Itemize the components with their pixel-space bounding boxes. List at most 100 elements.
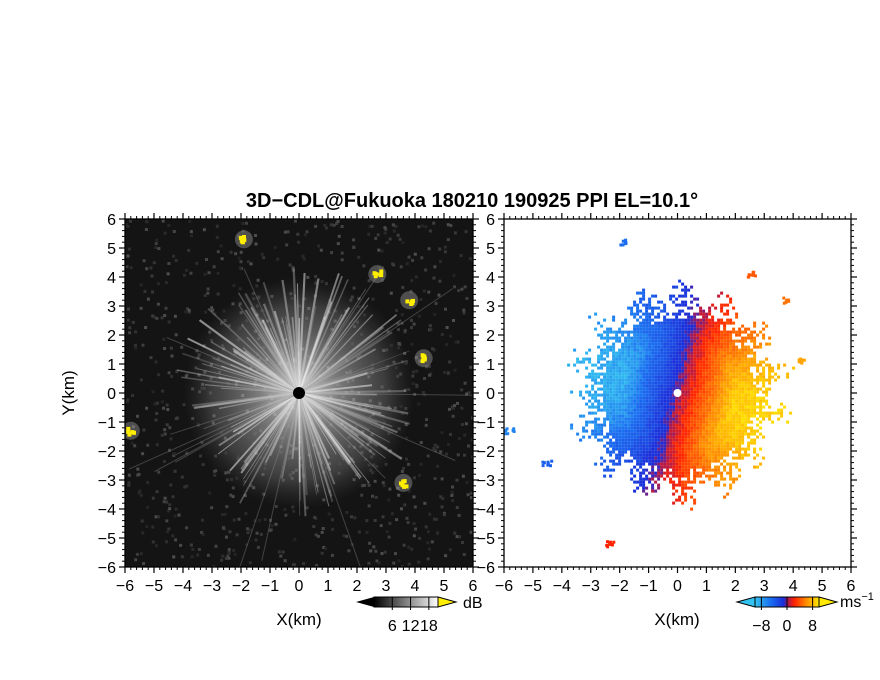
velocity-pixel	[669, 438, 673, 442]
velocity-pixel	[684, 429, 688, 433]
velocity-pixel	[639, 309, 643, 313]
velocity-pixel	[627, 399, 631, 403]
velocity-pixel	[717, 360, 721, 364]
velocity-pixel	[630, 447, 634, 451]
velocity-target-pixel	[749, 273, 753, 277]
velocity-pixel	[705, 321, 709, 325]
velocity-pixel	[708, 441, 712, 445]
velocity-center-marker	[673, 389, 682, 397]
velocity-pixel	[717, 402, 721, 406]
velocity-pixel	[657, 315, 661, 319]
velocity-target-pixel	[541, 460, 545, 464]
velocity-pixel	[639, 375, 643, 379]
velocity-pixel	[645, 327, 649, 331]
velocity-pixel	[639, 423, 643, 427]
noise-speckle	[423, 377, 426, 380]
velocity-pixel	[603, 390, 607, 394]
velocity-pixel	[678, 417, 682, 421]
velocity-pixel	[654, 447, 658, 451]
velocity-pixel	[633, 351, 637, 355]
velocity-pixel	[693, 498, 697, 502]
noise-speckle	[162, 406, 165, 410]
velocity-pixel	[675, 465, 679, 469]
velocity-pixel	[753, 411, 757, 415]
velocity-pixel	[717, 369, 721, 373]
velocity-pixel	[621, 444, 625, 448]
velocity-pixel	[639, 393, 643, 397]
velocity-pixel	[681, 492, 685, 496]
velocity-pixel	[639, 459, 643, 463]
velocity-pixel	[663, 309, 667, 313]
velocity-pixel	[651, 387, 655, 391]
chart-title: 3D−CDL@Fukuoka 180210 190925 PPI EL=10.1…	[246, 190, 698, 212]
velocity-pixel	[660, 336, 664, 340]
velocity-pixel	[654, 348, 658, 352]
velocity-pixel	[675, 408, 679, 412]
velocity-pixel	[666, 438, 670, 442]
velocity-target-pixel	[549, 464, 552, 468]
velocity-pixel	[684, 414, 688, 418]
velocity-target-pixel	[747, 275, 751, 279]
velocity-target-pixel	[505, 427, 509, 431]
velocity-pixel	[744, 360, 748, 364]
noise-speckle	[153, 402, 157, 406]
velocity-pixel	[681, 354, 685, 358]
velocity-pixel	[723, 453, 727, 457]
velocity-pixel	[711, 354, 715, 358]
velocity-pixel	[630, 357, 634, 361]
velocity-pixel	[666, 402, 670, 406]
velocity-pixel	[705, 366, 709, 370]
echo-ray	[202, 363, 300, 394]
velocity-pixel	[666, 411, 670, 415]
velocity-pixel	[657, 348, 661, 352]
strong-target-pixel	[402, 484, 407, 489]
velocity-pixel	[702, 426, 706, 430]
velocity-pixel	[699, 336, 703, 340]
velocity-pixel	[615, 390, 619, 394]
velocity-pixel	[723, 342, 727, 346]
reflectivity-x-tick-label: −6	[116, 578, 134, 595]
velocity-pixel	[660, 471, 664, 475]
velocity-pixel	[600, 348, 604, 352]
velocity-pixel	[666, 351, 670, 355]
velocity-pixel	[645, 381, 649, 385]
velocity-pixel	[696, 363, 700, 367]
velocity-pixel	[744, 390, 748, 394]
velocity-pixel	[681, 345, 685, 349]
velocity-pixel	[639, 351, 643, 355]
velocity-pixel	[687, 384, 691, 388]
velocity-pixel	[636, 327, 640, 331]
velocity-pixel	[597, 408, 601, 412]
velocity-pixel	[672, 336, 676, 340]
velocity-pixel	[603, 378, 607, 382]
velocity-pixel	[657, 483, 661, 487]
velocity-pixel	[630, 375, 634, 379]
velocity-colorbar-tick-label: 0	[783, 618, 792, 635]
velocity-pixel	[726, 444, 730, 448]
velocity-pixel	[711, 405, 715, 409]
velocity-pixel	[711, 378, 715, 382]
velocity-pixel	[702, 309, 706, 313]
velocity-pixel	[765, 402, 769, 406]
velocity-pixel	[720, 408, 724, 412]
echo-ray	[298, 316, 326, 394]
velocity-pixel	[696, 384, 700, 388]
velocity-pixel	[705, 360, 709, 364]
velocity-pixel	[591, 393, 595, 397]
echo-ray	[298, 331, 393, 394]
velocity-pixel	[669, 450, 673, 454]
velocity-pixel	[708, 447, 712, 451]
noise-speckle	[468, 257, 472, 260]
velocity-pixel	[729, 354, 733, 358]
velocity-pixel	[624, 435, 628, 439]
velocity-pixel	[660, 387, 664, 391]
velocity-pixel	[615, 423, 619, 427]
velocity-pixel	[681, 321, 685, 325]
noise-speckle	[139, 378, 143, 382]
velocity-pixel	[660, 414, 664, 418]
velocity-pixel	[702, 369, 706, 373]
velocity-pixel	[606, 414, 610, 418]
velocity-pixel	[612, 396, 616, 400]
velocity-pixel	[618, 390, 622, 394]
